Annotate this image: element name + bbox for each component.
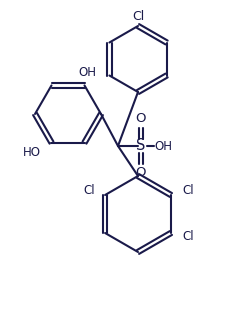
Text: Cl: Cl	[83, 185, 95, 198]
Text: S: S	[136, 138, 146, 154]
Text: OH: OH	[78, 66, 96, 79]
Text: Cl: Cl	[182, 185, 194, 198]
Text: Cl: Cl	[182, 230, 194, 243]
Text: O: O	[136, 166, 146, 180]
Text: OH: OH	[154, 139, 172, 153]
Text: HO: HO	[22, 146, 40, 159]
Text: Cl: Cl	[132, 9, 144, 23]
Text: O: O	[136, 112, 146, 126]
